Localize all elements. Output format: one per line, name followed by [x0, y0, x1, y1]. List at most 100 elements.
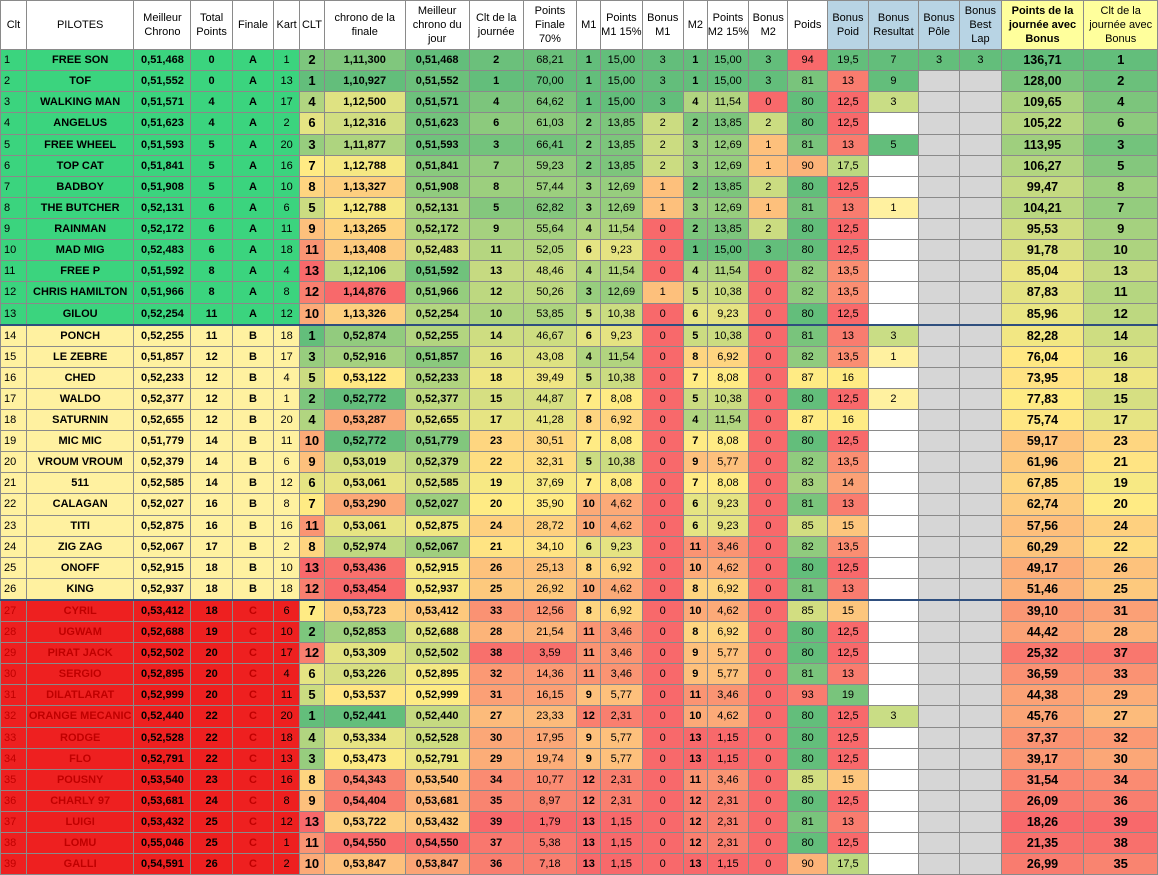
total-points-cell: 11 [190, 323, 233, 347]
finale-cell: A [231, 196, 275, 220]
points-m1-cell: 13,85 [600, 133, 643, 156]
clt-journee-cell: 16 [468, 345, 524, 368]
bonus-poid-cell: 19,5 [826, 48, 870, 72]
clt-journee-cell: 33 [468, 598, 524, 622]
bonus-m1-cell: 0 [641, 684, 684, 707]
m2-cell: 3 [682, 196, 708, 220]
points-bonus-cell: 87,83 [1000, 281, 1085, 304]
chrono-finale-cell: 1,11,300 [323, 48, 406, 72]
bonus-pole-cell [917, 768, 961, 791]
header-clt-journee-bonus: Clt de la journée avec Bonus [1083, 0, 1158, 50]
total-points-cell: 4 [190, 112, 233, 135]
points-finale-cell: 12,56 [522, 598, 578, 622]
pilote-name: CALAGAN [25, 493, 135, 516]
clt-bonus-cell: 20 [1083, 493, 1158, 516]
best-chrono-cell: 0,52,233 [133, 366, 192, 389]
points-m2-cell: 8,08 [706, 366, 750, 389]
kart-cell: 13 [273, 70, 301, 93]
poids-cell: 81 [787, 133, 828, 156]
bonus-best-lap-cell [959, 91, 1002, 114]
m2-cell: 12 [682, 832, 708, 855]
points-finale-cell: 50,26 [522, 281, 578, 304]
pilote-name: TOP CAT [25, 154, 135, 177]
points-finale-cell: 70,00 [522, 70, 578, 93]
total-points-cell: 20 [190, 663, 233, 686]
points-finale-cell: 61,03 [522, 112, 578, 135]
clt-finale-cell: 1 [299, 705, 325, 728]
chrono-finale-cell: 1,14,876 [323, 281, 406, 304]
bonus-m2-cell: 0 [748, 260, 789, 283]
best-chrono-day-cell: 0,51,592 [404, 260, 470, 283]
bonus-poid-cell: 12,5 [826, 705, 870, 728]
finale-cell: C [231, 620, 275, 644]
total-points-cell: 22 [190, 747, 233, 770]
points-m2-cell: 11,54 [706, 408, 750, 432]
bonus-m1-cell: 0 [641, 323, 684, 347]
table-row: 38 LOMU 0,55,046 25 C 1 11 0,54,550 0,54,550 37 5,… [0, 832, 1158, 855]
clt-journee-cell: 5 [468, 196, 524, 220]
pilote-name: WALKING MAN [25, 91, 135, 114]
best-chrono-cell: 0,52,379 [133, 451, 192, 474]
clt-finale-cell: 10 [299, 853, 325, 875]
bonus-resultat-cell: 3 [868, 705, 919, 728]
clt-bonus-cell: 6 [1083, 112, 1158, 135]
bonus-m1-cell: 0 [641, 366, 684, 389]
pilote-name: RAINMAN [25, 217, 135, 241]
bonus-pole-cell [917, 514, 961, 537]
table-row: 35 POUSNY 0,53,540 23 C 16 8 0,54,343 0,53,540 34… [0, 768, 1158, 791]
points-m1-cell: 5,77 [600, 726, 643, 749]
bonus-resultat-cell [868, 726, 919, 749]
points-m2-cell: 15,00 [706, 70, 750, 93]
clt-journee-cell: 3 [468, 133, 524, 156]
poids-cell: 87 [787, 366, 828, 389]
points-m1-cell: 10,38 [600, 451, 643, 474]
m1-cell: 3 [576, 175, 602, 198]
bonus-best-lap-cell [959, 196, 1002, 220]
best-chrono-day-cell: 0,52,655 [404, 408, 470, 432]
points-m1-cell: 2,31 [600, 768, 643, 791]
points-m2-cell: 5,77 [706, 663, 750, 686]
points-m2-cell: 15,00 [706, 48, 750, 72]
finale-cell: A [231, 133, 275, 156]
best-chrono-day-cell: 0,52,067 [404, 535, 470, 558]
clt-journee-cell: 14 [468, 323, 524, 347]
clt-bonus-cell: 15 [1083, 387, 1158, 410]
chrono-finale-cell: 0,53,061 [323, 514, 406, 537]
bonus-resultat-cell: 9 [868, 70, 919, 93]
pilote-name: ANGELUS [25, 112, 135, 135]
chrono-finale-cell: 1,13,408 [323, 239, 406, 262]
total-points-cell: 17 [190, 535, 233, 558]
chrono-finale-cell: 0,52,772 [323, 429, 406, 453]
table-row: 37 LUIGI 0,53,432 25 C 12 13 0,53,722 0,53,432 39… [0, 810, 1158, 834]
bonus-pole-cell [917, 366, 961, 389]
points-bonus-cell: 39,10 [1000, 598, 1085, 622]
pilote-name: POUSNY [25, 768, 135, 791]
bonus-poid-cell: 16 [826, 366, 870, 389]
points-finale-cell: 46,67 [522, 323, 578, 347]
best-chrono-day-cell: 0,52,483 [404, 239, 470, 262]
clt-finale-cell: 13 [299, 810, 325, 834]
points-m2-cell: 6,92 [706, 620, 750, 644]
bonus-resultat-cell [868, 577, 919, 601]
m2-cell: 5 [682, 281, 708, 304]
poids-cell: 80 [787, 747, 828, 770]
bonus-best-lap-cell [959, 598, 1002, 622]
m1-cell: 11 [576, 663, 602, 686]
bonus-resultat-cell [868, 493, 919, 516]
table-row: 25 ONOFF 0,52,915 18 B 10 13 0,53,436 0,52,915 26… [0, 556, 1158, 579]
clt-bonus-cell: 13 [1083, 260, 1158, 283]
bonus-m1-cell: 0 [641, 853, 684, 875]
header-m2: M2 [682, 0, 708, 50]
clt-journee-cell: 24 [468, 514, 524, 537]
clt-bonus-cell: 12 [1083, 302, 1158, 325]
bonus-pole-cell [917, 154, 961, 177]
chrono-finale-cell: 1,12,788 [323, 154, 406, 177]
total-points-cell: 22 [190, 705, 233, 728]
best-chrono-day-cell: 0,51,857 [404, 345, 470, 368]
clt-journee-cell: 13 [468, 260, 524, 283]
points-m2-cell: 8,08 [706, 429, 750, 453]
poids-cell: 82 [787, 260, 828, 283]
pilote-name: LE ZEBRE [25, 345, 135, 368]
bonus-pole-cell [917, 323, 961, 347]
points-m1-cell: 12,69 [600, 196, 643, 220]
